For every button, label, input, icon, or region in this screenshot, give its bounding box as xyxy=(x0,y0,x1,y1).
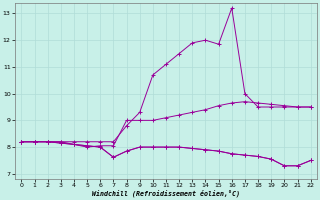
X-axis label: Windchill (Refroidissement éolien,°C): Windchill (Refroidissement éolien,°C) xyxy=(92,190,240,197)
